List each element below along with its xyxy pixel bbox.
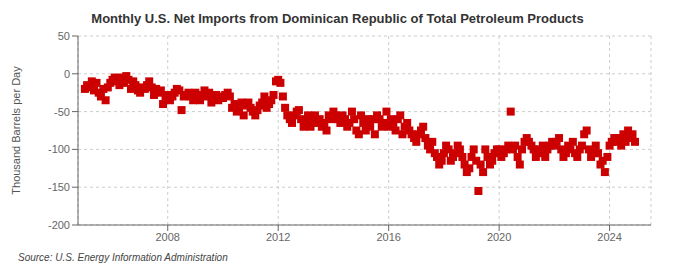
svg-text:2012: 2012 <box>266 231 290 243</box>
svg-text:-50: -50 <box>54 106 70 118</box>
svg-text:2024: 2024 <box>597 231 621 243</box>
svg-text:2016: 2016 <box>376 231 400 243</box>
svg-text:0: 0 <box>64 68 70 80</box>
svg-text:Thousand Barrels per Day: Thousand Barrels per Day <box>10 66 22 195</box>
svg-text:-150: -150 <box>48 181 70 193</box>
svg-text:-100: -100 <box>48 143 70 155</box>
svg-text:2008: 2008 <box>156 231 180 243</box>
svg-text:50: 50 <box>58 30 70 42</box>
svg-text:-200: -200 <box>48 219 70 231</box>
html-text:Monthly U.S. Net Imports from: Monthly U.S. Net Imports from Dominican … <box>91 11 584 26</box>
html-text:Source: U.S. Energy Informatio: Source: U.S. Energy Information Administ… <box>18 252 228 263</box>
svg-text:2020: 2020 <box>487 231 511 243</box>
